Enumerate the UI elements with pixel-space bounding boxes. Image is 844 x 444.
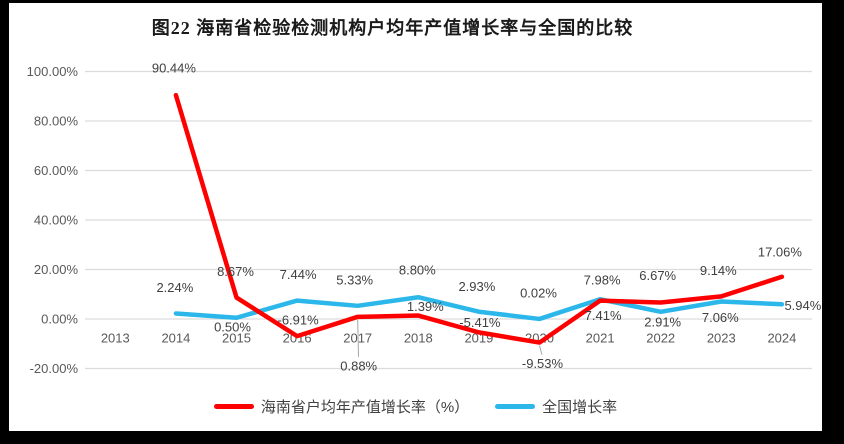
legend-item-hainan: 海南省户均年产值增长率（%） <box>213 396 470 417</box>
national-series-line <box>173 294 785 322</box>
x-axis-tick-label: 2015 <box>222 331 251 346</box>
chart-canvas: 100.00% 80.00% 60.00% 40.00% 20.00% 0.00% -20.… <box>9 3 822 431</box>
x-axis-tick-label: 2013 <box>101 331 130 346</box>
national-data-label: 5.94% <box>784 298 821 313</box>
national-data-label: 0.50% <box>214 319 251 334</box>
legend: 海南省户均年产值增长率（%） 全国增长率 <box>9 396 822 417</box>
x-axis-tick-label: 2022 <box>646 331 675 346</box>
national-data-label: 2.24% <box>156 280 193 295</box>
national-data-label: 2.91% <box>644 314 681 329</box>
hainan-data-label: 1.39% <box>407 299 444 314</box>
hainan-data-label: 7.41% <box>585 308 622 323</box>
hainan-data-label: 8.67% <box>217 264 254 279</box>
chart-title: 图22 海南省检验检测机构户均年产值增长率与全国的比较 <box>151 18 634 38</box>
x-axis-tick-label: 2023 <box>707 331 736 346</box>
x-axis-tick-label: 2021 <box>586 331 615 346</box>
national-data-label: 0.02% <box>520 285 557 300</box>
national-data-label: 2.93% <box>458 279 495 294</box>
x-axis-tick-label: 2018 <box>404 331 433 346</box>
hainan-data-label: 17.06% <box>758 244 803 259</box>
legend-label-national: 全国增长率 <box>542 399 618 416</box>
legend-item-national: 全国增长率 <box>495 396 617 417</box>
hainan-series-line <box>173 92 785 345</box>
label-leader-line <box>539 345 543 355</box>
hainan-data-label: 90.44% <box>152 61 197 76</box>
y-axis-tick-label: 60.00% <box>34 163 79 178</box>
national-data-label: 8.80% <box>399 263 436 278</box>
y-axis-tick-label: 100.00% <box>27 64 79 79</box>
label-leader-line <box>357 319 359 357</box>
legend-line-swatch-hainan <box>213 404 254 409</box>
legend-line-swatch-national <box>495 404 536 409</box>
national-data-label: 5.33% <box>336 272 373 287</box>
legend-label-hainan: 海南省户均年产值增长率（%） <box>260 399 470 416</box>
hainan-data-label: 6.67% <box>639 268 676 283</box>
x-axis-tick-label: 2014 <box>161 331 190 346</box>
hainan-data-label: 9.14% <box>700 263 737 278</box>
national-data-label: 7.06% <box>702 310 739 325</box>
y-axis-tick-label: -20.00% <box>30 361 79 376</box>
y-axis-tick-label: 20.00% <box>34 262 79 277</box>
national-data-label: 7.44% <box>280 267 317 282</box>
hainan-data-label: -5.41% <box>459 315 501 330</box>
y-axis-tick-label: 0.00% <box>41 312 78 327</box>
plot-area: 100.00% 80.00% 60.00% 40.00% 20.00% 0.00% -20.… <box>27 61 822 376</box>
hainan-data-label: -6.91% <box>277 313 319 328</box>
y-axis-tick-label: 40.00% <box>34 213 79 228</box>
hainan-data-label: -9.53% <box>522 356 564 371</box>
y-axis-tick-label: 80.00% <box>34 114 79 129</box>
x-axis-tick-label: 2024 <box>767 331 796 346</box>
hainan-data-label: 0.88% <box>340 358 377 373</box>
national-data-label: 7.98% <box>584 273 621 288</box>
